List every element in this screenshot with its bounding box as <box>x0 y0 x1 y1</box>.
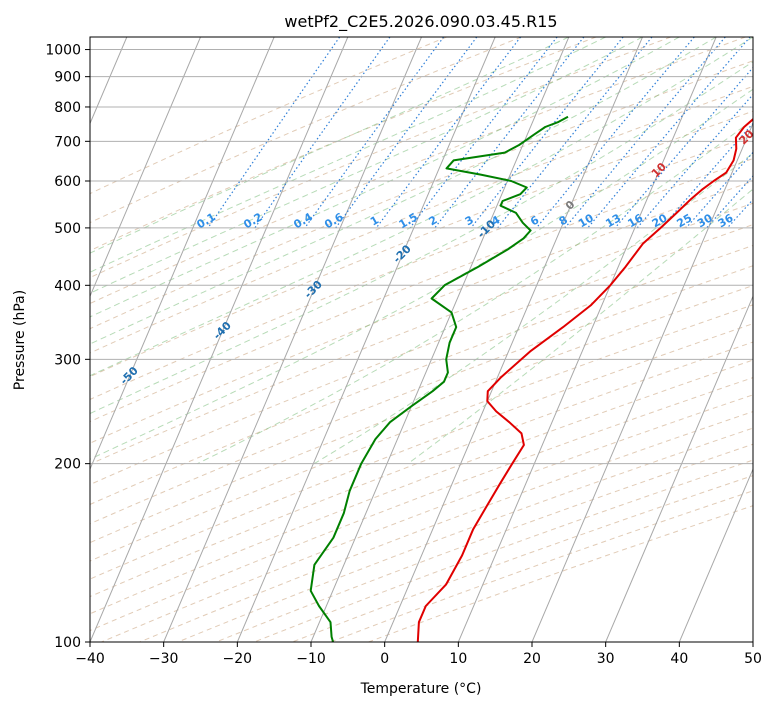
mixing-ratio-line <box>636 93 753 229</box>
dry-adiabat <box>90 377 753 632</box>
x-tick-label: 30 <box>597 651 615 667</box>
isotherm-line <box>310 37 570 642</box>
moist-adiabat <box>90 37 717 345</box>
x-tick-label: 10 <box>449 651 467 667</box>
mixing-ratio-line <box>564 37 726 229</box>
x-tick-label: −10 <box>296 651 326 667</box>
isotherm-line <box>90 37 201 298</box>
mixing-ratio-line <box>304 37 445 229</box>
isotherm-line <box>90 37 275 471</box>
y-tick-label: 300 <box>54 352 81 368</box>
x-tick-label: 50 <box>744 651 762 667</box>
isotherm-line <box>384 37 643 642</box>
y-tick-label: 1000 <box>45 43 81 59</box>
dewpoint-line <box>309 115 569 642</box>
mixing-ratio-line <box>254 37 391 229</box>
isotherm-line <box>236 37 496 642</box>
dry-adiabat <box>90 265 753 525</box>
temperature-line <box>416 117 753 642</box>
mixing-ratio-line <box>497 37 653 229</box>
dry-adiabat <box>90 37 746 305</box>
isotherm-line <box>678 467 753 642</box>
x-axis-label: Temperature (°C) <box>360 681 482 697</box>
dry-adiabat <box>90 323 753 580</box>
dry-adiabat <box>90 85 753 354</box>
y-tick-label: 400 <box>54 278 81 294</box>
moist-adiabat <box>90 37 643 294</box>
isotherm-line <box>163 37 422 642</box>
x-tick-label: −30 <box>149 651 179 667</box>
isotherm-line <box>457 37 717 642</box>
mixing-ratio-line <box>335 37 478 229</box>
y-tick-label: 800 <box>54 100 81 116</box>
x-tick-label: 40 <box>670 651 688 667</box>
y-tick-label: 200 <box>54 457 81 473</box>
x-tick-label: −20 <box>223 651 253 667</box>
dry-adiabat <box>90 37 447 195</box>
dry-adiabat <box>90 134 753 401</box>
mixing-ratio-line <box>470 37 624 229</box>
dry-adiabat <box>90 37 597 252</box>
moist-adiabat <box>90 37 606 273</box>
mixing-ratio-line <box>375 37 522 229</box>
mixing-ratio-line <box>207 37 341 229</box>
moist-adiabat <box>197 119 753 465</box>
isotherm-line <box>531 122 753 642</box>
dry-adiabat <box>90 224 753 486</box>
isotherm-line <box>90 37 349 642</box>
isotherm-line <box>605 295 753 642</box>
moist-adiabat <box>407 188 753 465</box>
dry-adiabat <box>90 110 753 378</box>
dry-adiabat <box>90 37 522 224</box>
y-tick-label: 900 <box>54 70 81 86</box>
plot-frame <box>89 36 754 643</box>
moist-adiabat <box>90 88 753 460</box>
x-tick-label: −40 <box>75 651 105 667</box>
y-tick-label: 600 <box>54 174 81 190</box>
background-lines <box>90 37 753 642</box>
dry-adiabat <box>90 341 753 598</box>
y-axis: 100 200 300 400 500 600 700 800 900 1000 <box>45 43 90 651</box>
sounding-profiles <box>309 115 753 642</box>
moist-adiabat <box>313 152 753 465</box>
y-axis-label: Pressure (hPa) <box>12 290 28 390</box>
y-tick-label: 700 <box>54 134 81 150</box>
x-tick-label: 20 <box>523 651 541 667</box>
y-tick-label: 500 <box>54 221 81 237</box>
x-tick-label: 0 <box>380 651 389 667</box>
x-axis: −40 −30 −20 −10 0 10 20 30 40 50 <box>75 642 762 667</box>
chart-title: wetPf2_C2E5.2026.090.03.45.R15 <box>284 12 557 32</box>
y-tick-label: 100 <box>54 635 81 651</box>
dry-adiabat <box>90 284 753 544</box>
